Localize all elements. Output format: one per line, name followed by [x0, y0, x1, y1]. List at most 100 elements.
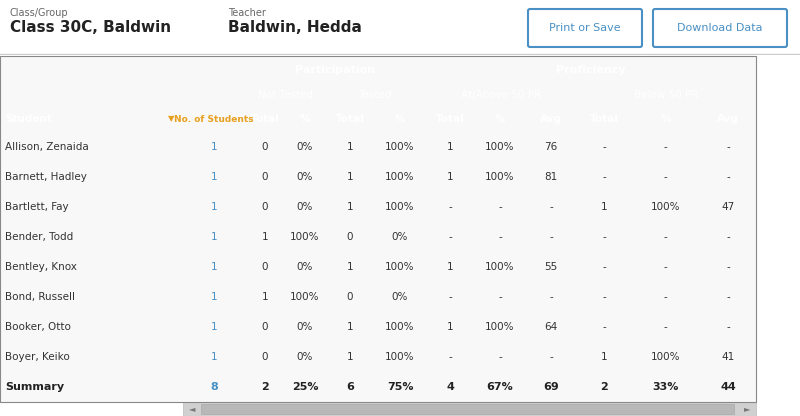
Text: Total: Total	[435, 114, 465, 124]
Bar	[245, 342, 285, 372]
Text: 100%: 100%	[290, 292, 320, 302]
Bar	[375, 106, 425, 132]
Text: Boyer, Keiko: Boyer, Keiko	[5, 352, 70, 362]
Bar	[631, 312, 700, 342]
Bar	[425, 312, 475, 342]
Bar	[475, 252, 525, 282]
Text: -: -	[549, 352, 553, 362]
Text: 1: 1	[210, 142, 218, 152]
Text: -: -	[664, 322, 667, 332]
Bar	[631, 192, 700, 222]
Text: Not Tested: Not Tested	[258, 90, 313, 100]
Bar	[325, 192, 375, 222]
Text: Bartlett, Fay: Bartlett, Fay	[5, 202, 69, 212]
Text: 1: 1	[446, 322, 454, 332]
Text: Print or Save: Print or Save	[549, 23, 621, 33]
Bar	[285, 252, 325, 282]
Text: 100%: 100%	[650, 202, 680, 212]
Text: 100%: 100%	[486, 142, 514, 152]
Text: 100%: 100%	[290, 232, 320, 242]
Text: -: -	[726, 142, 730, 152]
Bar	[325, 252, 375, 282]
Text: 1: 1	[262, 292, 268, 302]
Bar	[375, 252, 425, 282]
Text: 1: 1	[346, 202, 354, 212]
Text: -: -	[664, 262, 667, 272]
Bar	[245, 252, 285, 282]
Text: 0%: 0%	[297, 202, 313, 212]
Bar	[285, 106, 325, 132]
Text: 100%: 100%	[386, 322, 414, 332]
Bar	[425, 84, 577, 106]
Bar	[285, 132, 325, 162]
Bar	[577, 106, 631, 132]
Bar	[425, 222, 475, 252]
Text: Student: Student	[5, 114, 52, 124]
Text: 2: 2	[261, 382, 269, 392]
Bar	[475, 372, 525, 402]
Text: 100%: 100%	[386, 202, 414, 212]
Text: Class/Group: Class/Group	[10, 8, 69, 18]
Text: -: -	[602, 292, 606, 302]
Text: -: -	[664, 142, 667, 152]
Bar	[0, 312, 183, 342]
Bar	[0, 342, 183, 372]
Bar	[700, 282, 756, 312]
Text: 1: 1	[446, 142, 454, 152]
Bar	[325, 132, 375, 162]
Bar	[201, 404, 734, 414]
Bar	[183, 252, 245, 282]
Bar	[525, 192, 577, 222]
Text: -: -	[448, 292, 452, 302]
Text: Booker, Otto: Booker, Otto	[5, 322, 71, 332]
Bar	[631, 106, 700, 132]
Bar	[285, 342, 325, 372]
Bar	[700, 192, 756, 222]
Bar	[577, 132, 631, 162]
Bar	[525, 372, 577, 402]
Text: 6: 6	[346, 382, 354, 392]
Bar	[577, 252, 631, 282]
Bar	[183, 132, 245, 162]
Text: Allison, Zenaida: Allison, Zenaida	[5, 142, 89, 152]
Text: 41: 41	[722, 352, 734, 362]
Bar	[325, 342, 375, 372]
Bar	[375, 132, 425, 162]
Bar	[325, 372, 375, 402]
Bar	[425, 56, 756, 84]
Text: 1: 1	[210, 262, 218, 272]
Bar	[245, 132, 285, 162]
Text: 1: 1	[210, 172, 218, 182]
Text: 1: 1	[210, 352, 218, 362]
Text: 69: 69	[543, 382, 559, 392]
Bar	[577, 192, 631, 222]
Text: -: -	[549, 292, 553, 302]
Bar	[525, 342, 577, 372]
Text: 1: 1	[601, 352, 607, 362]
Bar	[183, 282, 245, 312]
Text: 1: 1	[210, 292, 218, 302]
Bar	[375, 342, 425, 372]
Bar	[285, 162, 325, 192]
Bar	[425, 282, 475, 312]
Text: 1: 1	[346, 352, 354, 362]
Bar	[577, 222, 631, 252]
Text: 0: 0	[262, 142, 268, 152]
Text: %: %	[660, 114, 670, 124]
Bar	[700, 252, 756, 282]
FancyBboxPatch shape	[653, 9, 787, 47]
Bar	[375, 372, 425, 402]
Text: 0%: 0%	[297, 172, 313, 182]
Bar	[525, 162, 577, 192]
Bar	[577, 84, 756, 106]
Text: 1: 1	[210, 202, 218, 212]
Bar	[285, 282, 325, 312]
Bar	[0, 192, 183, 222]
Text: ◄: ◄	[189, 404, 195, 414]
Bar	[245, 282, 285, 312]
Bar	[475, 132, 525, 162]
Text: ▼: ▼	[168, 114, 174, 124]
Text: -: -	[498, 292, 502, 302]
Text: -: -	[726, 262, 730, 272]
Bar	[425, 252, 475, 282]
